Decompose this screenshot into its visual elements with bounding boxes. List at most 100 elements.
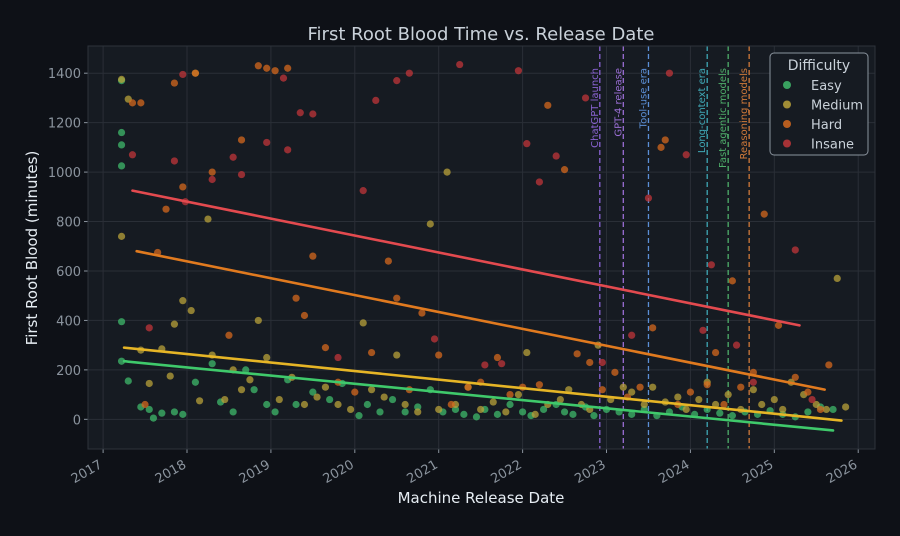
point-medium <box>758 400 766 409</box>
point-easy <box>414 403 422 411</box>
point-hard <box>711 348 720 357</box>
point-insane <box>430 335 439 343</box>
point-medium <box>531 410 539 418</box>
point-medium <box>812 400 820 409</box>
legend-marker-medium <box>783 100 791 109</box>
point-medium <box>477 405 485 414</box>
point-medium <box>724 391 732 399</box>
point-insane <box>581 94 590 102</box>
point-medium <box>779 405 787 414</box>
point-hard <box>586 358 594 367</box>
point-insane <box>732 341 741 349</box>
point-easy <box>117 141 126 149</box>
point-easy <box>376 408 384 416</box>
point-easy <box>628 410 636 418</box>
point-easy <box>271 408 279 416</box>
point-insane <box>237 170 246 179</box>
point-hard <box>384 257 392 265</box>
point-insane <box>628 331 636 339</box>
point-insane <box>665 69 674 77</box>
y-tick-label: 400 <box>56 314 81 329</box>
point-medium <box>367 386 376 394</box>
point-easy <box>117 128 126 137</box>
point-hard <box>661 136 669 144</box>
point-medium <box>489 398 497 406</box>
legend-marker-easy <box>783 81 791 89</box>
point-medium <box>833 274 841 283</box>
point-insane <box>229 153 237 161</box>
point-hard <box>191 69 199 77</box>
point-insane <box>552 152 560 160</box>
event-label: GPT-4 release <box>613 68 624 137</box>
point-insane <box>208 175 216 184</box>
point-hard <box>573 350 581 358</box>
point-hard <box>418 309 426 317</box>
point-easy <box>506 400 514 409</box>
legend-label-easy: Easy <box>811 79 842 94</box>
point-medium <box>313 393 321 401</box>
point-easy <box>145 405 153 414</box>
point-insane <box>523 140 531 148</box>
point-medium <box>321 383 330 391</box>
point-hard <box>760 210 768 218</box>
point-hard <box>225 331 233 339</box>
y-tick-label: 1200 <box>48 117 81 132</box>
point-hard <box>804 388 812 396</box>
point-easy <box>124 377 132 385</box>
point-easy <box>158 409 166 417</box>
point-medium <box>254 316 262 325</box>
y-tick-label: 1400 <box>48 67 81 82</box>
point-hard <box>292 294 300 302</box>
point-easy <box>149 414 158 422</box>
point-hard <box>309 252 317 260</box>
point-easy <box>590 412 598 420</box>
y-axis-label: First Root Blood (minutes) <box>23 151 41 346</box>
point-easy <box>401 408 409 416</box>
point-hard <box>263 64 271 72</box>
point-insane <box>707 261 715 269</box>
point-medium <box>347 405 355 414</box>
point-easy <box>472 413 481 421</box>
point-insane <box>405 69 413 77</box>
point-easy <box>363 400 371 409</box>
point-medium <box>749 386 757 394</box>
point-hard <box>598 386 606 394</box>
point-easy <box>117 162 126 170</box>
point-insane <box>791 246 799 254</box>
point-hard <box>791 373 799 381</box>
point-easy <box>716 409 724 417</box>
point-medium <box>443 168 451 176</box>
point-hard <box>611 368 619 376</box>
point-easy <box>355 412 363 420</box>
point-hard <box>300 311 309 320</box>
point-insane <box>263 138 271 147</box>
point-easy <box>804 408 812 416</box>
legend: Difficulty Easy Medium Hard Insane <box>769 52 869 156</box>
trend-lines <box>122 189 843 432</box>
point-hard <box>493 353 502 362</box>
y-tick-label: 200 <box>56 364 81 379</box>
legend-label-medium: Medium <box>811 99 863 114</box>
point-medium <box>179 297 187 305</box>
point-insane <box>359 187 367 195</box>
point-insane <box>334 353 342 362</box>
point-easy <box>560 408 569 416</box>
point-easy <box>117 357 126 365</box>
point-medium <box>334 400 342 409</box>
point-easy <box>388 395 397 404</box>
point-medium <box>187 306 195 315</box>
point-medium <box>221 395 229 404</box>
point-medium <box>628 388 636 396</box>
point-medium <box>117 232 126 240</box>
point-insane <box>128 151 137 159</box>
point-easy <box>728 412 736 420</box>
point-easy <box>519 408 527 416</box>
point-easy <box>170 408 179 416</box>
point-hard <box>393 294 401 302</box>
point-hard <box>435 351 443 359</box>
point-hard <box>703 381 711 389</box>
point-insane <box>498 360 506 368</box>
point-hard <box>447 400 455 409</box>
